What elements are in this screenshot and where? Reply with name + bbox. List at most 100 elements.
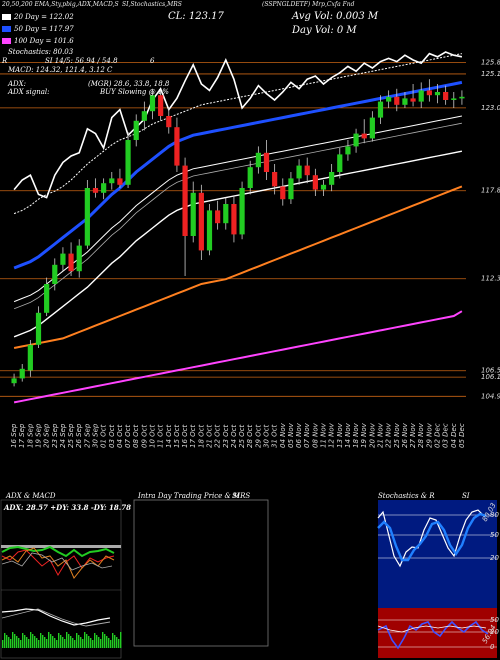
macd-histogram-bar — [6, 635, 8, 648]
macd-histogram-bar — [46, 639, 48, 648]
ema50-line — [13, 80, 463, 270]
date-label: 22 Oct — [214, 425, 222, 448]
stoch-scale-label: 50 — [490, 531, 499, 539]
date-label: 24 Sep — [59, 423, 67, 448]
date-label: 16 Sep — [10, 423, 18, 448]
macd-histogram-bar — [78, 635, 80, 648]
date-label: 10 Oct — [149, 425, 157, 448]
ema200-line — [13, 310, 463, 404]
macd-signal-line — [1, 608, 111, 627]
stoch-title: Stochastics & R — [378, 492, 435, 500]
date-label: 18 Oct — [197, 425, 205, 448]
date-label: 27 Sep — [83, 423, 91, 448]
candle-body — [418, 90, 424, 102]
macd-histogram-bar — [32, 634, 34, 648]
legend-20-day: 20 Day = 122.02 — [2, 13, 74, 21]
macd-histogram-bar — [2, 640, 4, 648]
date-label: 16 Oct — [181, 425, 189, 448]
date-label: 25 Oct — [238, 425, 246, 448]
header-symbol: (SSPNGLDETF) Mrp,Cxfa Fnd — [262, 1, 355, 8]
date-label: 12 Nov — [328, 422, 336, 448]
date-label: 27 Nov — [409, 422, 417, 448]
macd-histogram-bar — [120, 632, 122, 648]
price-level-label: 106.18 — [481, 373, 500, 381]
candle-body — [174, 127, 180, 166]
macd-histogram-bar — [102, 632, 104, 648]
macd-histogram-bar — [60, 635, 62, 648]
candle-body — [386, 96, 392, 102]
macd-histogram-bar — [108, 638, 110, 648]
candle-body — [410, 98, 416, 102]
macd-line — [1, 608, 111, 626]
header-indicators: 20,50,200 EMA,Sty,pbig,ADX,MACD,S — [2, 1, 119, 8]
macd-histogram-bar — [66, 632, 68, 648]
date-label: 19 Nov — [360, 422, 368, 448]
candle-body — [27, 344, 33, 371]
candle-body — [320, 184, 327, 190]
price-level-label: 125.13 — [481, 70, 500, 78]
macd-histogram-bar — [18, 638, 20, 648]
candle-body — [239, 188, 245, 235]
stochastic-k-line — [377, 509, 485, 568]
macd-histogram-bar — [80, 637, 82, 648]
price-level-label: 123.01 — [481, 104, 500, 112]
date-label: 22 Nov — [385, 422, 393, 448]
date-label: 28 Nov — [417, 422, 425, 448]
date-label: 26 Sep — [75, 423, 83, 448]
macd-histogram-bar — [74, 640, 76, 648]
stoch-scale-label: 20 — [490, 554, 499, 562]
candle-body — [76, 245, 82, 272]
macd-histogram-bar — [40, 633, 42, 648]
macd-histogram-bar — [30, 632, 32, 648]
date-label: 24 Oct — [230, 425, 238, 448]
macd-histogram-bar — [48, 632, 50, 648]
adx-macd-panel — [0, 499, 122, 659]
macd-histogram-bar — [110, 640, 112, 648]
candle-body — [329, 172, 335, 185]
date-label: 14 Nov — [344, 422, 352, 448]
ema50-band-lower — [13, 150, 463, 338]
adx-values: ADX: 28.57 +DY: 33.8 -DY: 18.78 — [4, 503, 131, 512]
macd-histogram-bar — [86, 634, 88, 648]
adx-macd-title: ADX & MACD — [6, 492, 56, 500]
macd-histogram-bar — [4, 633, 6, 648]
macd-histogram-bar — [58, 633, 60, 648]
adx-signal-label: ADX signal: — [8, 88, 50, 96]
stoch-si: SI — [462, 492, 470, 500]
macd-histogram-bar — [56, 640, 58, 648]
date-label: 01 Oct — [100, 425, 108, 448]
stochastic-d-line — [377, 512, 487, 562]
rsi-panel — [378, 608, 497, 658]
indicator-r: R — [2, 57, 8, 65]
date-label: 11 Oct — [157, 425, 165, 448]
macd-histogram-bar — [118, 639, 120, 648]
intraday-panel — [133, 499, 269, 647]
candle-body — [369, 117, 375, 139]
candle-body — [206, 210, 213, 251]
macd-histogram-bar — [28, 639, 30, 648]
macd-histogram-bar — [8, 637, 10, 648]
candle-body — [304, 165, 310, 176]
candle-body — [198, 192, 204, 251]
candle-body — [44, 284, 50, 313]
adx-line — [1, 547, 115, 579]
date-label: 08 Nov — [311, 422, 319, 448]
candle-body — [166, 116, 172, 128]
candle-body — [451, 98, 457, 100]
candle-body — [402, 98, 408, 105]
macd-histogram-bar — [36, 638, 38, 648]
candle-body — [434, 92, 441, 96]
candle-body — [263, 152, 270, 172]
date-label: 20 Sep — [43, 423, 51, 448]
si-value: SI 14/5: 56.94 / 54.8 — [45, 57, 118, 65]
intraday-si: SI — [232, 492, 240, 500]
macd-histogram-bar — [68, 634, 70, 648]
candle-body — [337, 154, 343, 172]
date-label: 06 Nov — [295, 422, 303, 448]
macd-histogram-bar — [116, 637, 118, 648]
close-price-line — [13, 51, 463, 199]
date-label: 15 Oct — [173, 425, 181, 448]
macd-histogram-bar — [38, 640, 40, 648]
date-label: 30 Sep — [92, 423, 100, 448]
macd-histogram-bar — [22, 633, 24, 648]
